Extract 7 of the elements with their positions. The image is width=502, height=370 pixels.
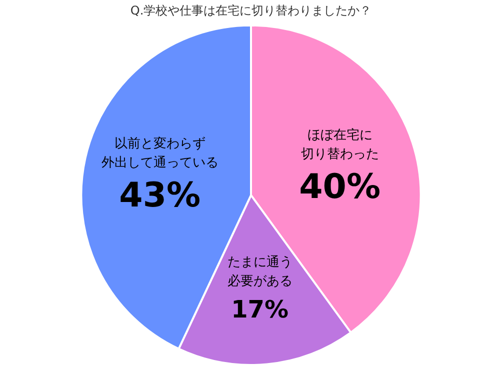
- data-label: 43%: [119, 176, 201, 216]
- data-label: 17%: [231, 295, 289, 324]
- chart-title: Q.学校や仕事は在宅に切り替わりましたか？: [130, 3, 372, 18]
- data-label: 40%: [299, 167, 381, 208]
- slice-label: 以前と変わらず外出して通っている: [101, 136, 218, 171]
- slice-label: ほぼ在宅に切り替わった: [300, 127, 379, 162]
- slice-label: たまに通う必要がある: [227, 255, 292, 290]
